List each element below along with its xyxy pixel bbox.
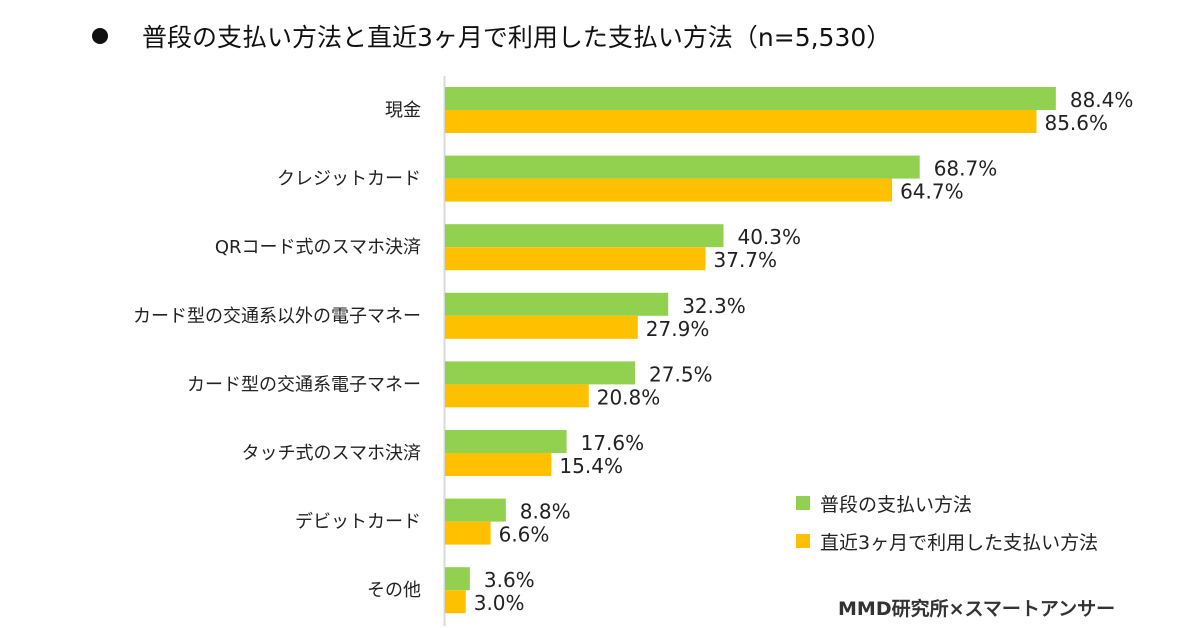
legend-item-recent: 直近3ヶ月で利用した支払い方法 <box>796 525 1098 557</box>
value-label: 37.7% <box>714 248 778 272</box>
value-label: 32.3% <box>682 294 746 318</box>
category-label: QRコード式のスマホ決済 <box>215 237 421 258</box>
value-label: 3.0% <box>474 591 525 615</box>
bar-usual <box>445 567 470 591</box>
category-label: タッチ式のスマホ決済 <box>242 443 421 464</box>
value-label: 17.6% <box>581 431 645 455</box>
bar-recent <box>445 453 552 476</box>
value-label: 8.8% <box>520 500 571 524</box>
chart-title-text: 普段の支払い方法と直近3ヶ月で利用した支払い方法（n=5,530） <box>142 23 892 52</box>
bar-usual <box>445 361 636 385</box>
value-label: 6.6% <box>499 523 550 547</box>
category-label: 現金 <box>385 100 421 121</box>
bar-usual <box>445 430 567 453</box>
bar-recent <box>445 247 706 271</box>
bar-usual <box>445 292 669 316</box>
value-label: 20.8% <box>597 385 661 409</box>
category-label: その他 <box>367 580 421 601</box>
value-label: 64.7% <box>900 180 964 204</box>
category-label: クレジットカード <box>277 169 421 190</box>
value-label: 27.5% <box>649 362 713 386</box>
bar-recent <box>445 521 491 545</box>
legend-label: 普段の支払い方法 <box>820 493 973 516</box>
category-label: デビットカード <box>295 512 421 533</box>
value-label: 15.4% <box>559 454 623 478</box>
chart-title: 普段の支払い方法と直近3ヶ月で利用した支払い方法（n=5,530） <box>92 18 891 54</box>
category-label: カード型の交通系電子マネー <box>187 374 421 395</box>
bar-usual <box>445 87 1056 110</box>
bar-recent <box>445 315 638 339</box>
bar-recent <box>445 384 589 408</box>
legend: 普段の支払い方法 直近3ヶ月で利用した支払い方法 <box>796 487 1098 563</box>
value-label: 85.6% <box>1044 111 1108 135</box>
value-label: 27.9% <box>646 317 710 341</box>
legend-swatch-green <box>796 496 810 510</box>
bar-usual <box>445 224 724 248</box>
legend-label: 直近3ヶ月で利用した支払い方法 <box>820 531 1099 554</box>
legend-item-usual: 普段の支払い方法 <box>796 487 1098 519</box>
category-label: カード型の交通系以外の電子マネー <box>133 306 421 327</box>
source-credit: MMD研究所×スマートアンサー <box>838 598 1116 620</box>
bar-recent <box>445 590 466 614</box>
value-label: 3.6% <box>484 568 535 592</box>
legend-swatch-orange <box>796 534 810 548</box>
value-label: 68.7% <box>934 157 998 181</box>
bar-usual <box>445 155 920 179</box>
bar-recent <box>445 110 1037 133</box>
value-label: 40.3% <box>737 225 801 249</box>
value-label: 88.4% <box>1070 88 1134 112</box>
title-bullet-icon <box>92 28 108 44</box>
bar-recent <box>445 178 893 202</box>
bar-usual <box>445 498 506 522</box>
